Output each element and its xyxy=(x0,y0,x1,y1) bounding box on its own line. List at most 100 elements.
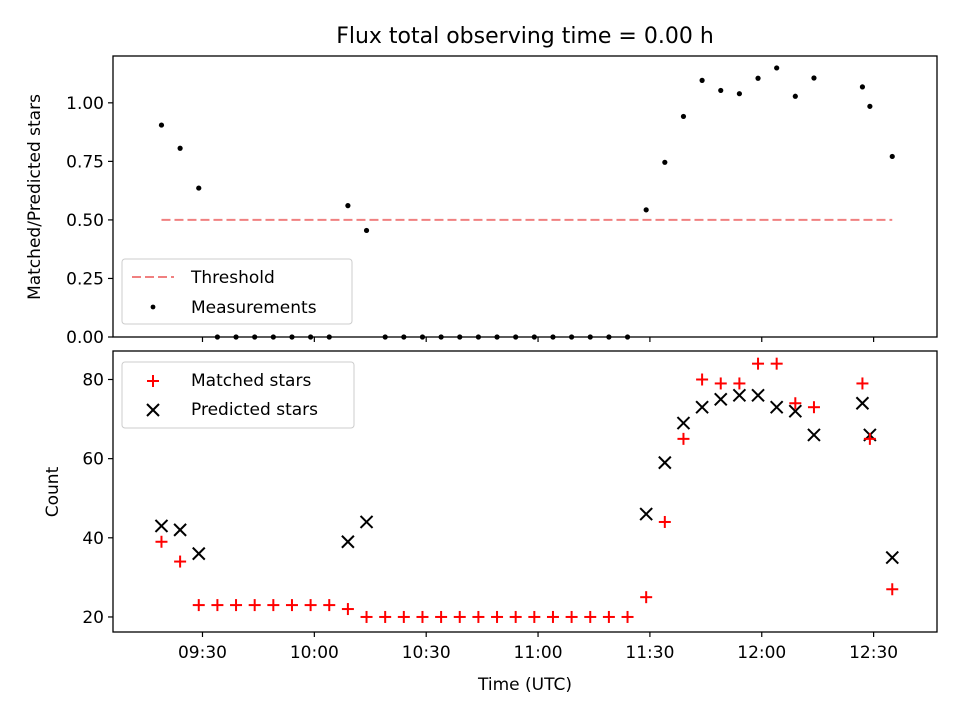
predicted-legend-swatch xyxy=(146,403,160,417)
measurement-point xyxy=(326,334,332,340)
matched-star-point xyxy=(230,599,243,612)
measurement-point xyxy=(643,207,649,213)
matched-star-point xyxy=(770,357,783,370)
matched-star-point xyxy=(621,610,634,623)
predicted-star-point xyxy=(732,388,747,403)
measurement-point xyxy=(531,334,537,340)
measurement-point xyxy=(494,334,500,340)
measurement-point xyxy=(158,122,165,128)
measurement-point xyxy=(718,87,724,94)
measurement-point xyxy=(889,153,895,160)
matched-star-point xyxy=(379,610,392,623)
measurement-point xyxy=(270,334,276,340)
y-tick-label: 80 xyxy=(82,370,104,390)
predicted-star-point xyxy=(769,400,784,414)
matched-star-point xyxy=(677,432,690,445)
predicted-star-point xyxy=(695,400,709,414)
matched-star-point xyxy=(640,591,653,604)
y-tick-label: 0.00 xyxy=(66,328,104,348)
measurement-point xyxy=(196,185,202,191)
measurement-point xyxy=(606,334,612,340)
matched-star-point xyxy=(304,599,317,612)
top-y-axis-label: Matched/Predicted stars xyxy=(25,94,45,300)
y-tick-label: 1.00 xyxy=(66,94,104,114)
matched-star-point xyxy=(472,610,485,623)
matched-star-point xyxy=(491,610,504,623)
y-tick-label: 0.25 xyxy=(66,269,104,289)
measurement-point xyxy=(859,84,866,90)
x-tick-label: 12:30 xyxy=(849,643,898,663)
predicted-star-point xyxy=(885,550,899,565)
matched-star-point xyxy=(886,583,899,596)
matched-star-point xyxy=(360,610,373,623)
measurement-point xyxy=(699,77,705,83)
measurement-point xyxy=(438,334,444,340)
matched-star-point xyxy=(155,535,168,548)
counts-panel: Count 20 40 60 80 09:30 10:00 10:30 11:00 11:30 1… xyxy=(43,350,938,663)
predicted-star-point xyxy=(173,523,187,537)
matched-star-point xyxy=(602,610,615,623)
matched-star-point xyxy=(856,377,869,390)
bottom-plot-frame xyxy=(112,350,938,633)
y-tick-label: 60 xyxy=(82,450,104,470)
top-axes: 0.00 0.25 0.50 0.75 1.00 xyxy=(66,94,875,348)
measurement-point xyxy=(233,334,239,340)
matched-legend-label: Matched stars xyxy=(191,371,311,391)
predicted-star-point xyxy=(855,396,870,410)
measurement-point xyxy=(401,334,407,340)
measurement-point xyxy=(680,113,687,120)
measurement-point xyxy=(363,227,370,234)
matched-star-point xyxy=(509,610,522,623)
figure-title: Flux total observing time = 0.00 h xyxy=(336,24,714,49)
matched-star-point xyxy=(658,515,671,528)
predicted-star-point xyxy=(639,507,653,521)
bottom-legend: Matched stars Predicted stars xyxy=(121,361,355,429)
measurement-point xyxy=(214,334,220,340)
measurement-point xyxy=(624,334,631,340)
measurement-point xyxy=(457,334,463,340)
y-tick-label: 40 xyxy=(82,529,104,549)
matched-star-point xyxy=(453,610,466,623)
top-legend-box xyxy=(121,258,353,325)
measurements-legend-label: Measurements xyxy=(191,298,317,318)
matched-star-point xyxy=(752,357,765,370)
measurement-point xyxy=(792,93,798,99)
measurement-point xyxy=(867,103,873,109)
measurement-point xyxy=(252,334,258,340)
y-tick-label: 0.50 xyxy=(66,211,104,231)
measurement-point xyxy=(475,334,481,340)
matched-star-point xyxy=(807,401,820,414)
x-axis-label: Time (UTC) xyxy=(477,675,572,695)
top-legend: Threshold Measurements xyxy=(121,258,353,325)
measurement-point xyxy=(177,145,183,151)
x-tick-label: 11:00 xyxy=(514,643,563,663)
predicted-legend-label: Predicted stars xyxy=(191,400,318,420)
matched-star-point xyxy=(285,599,298,612)
predicted-star-point xyxy=(154,519,169,533)
x-tick-label: 11:30 xyxy=(625,643,674,663)
matched-star-point xyxy=(528,610,541,623)
predicted-star-point xyxy=(359,515,374,529)
measurement-point xyxy=(569,334,575,340)
matched-star-point xyxy=(435,610,448,623)
matched-star-point xyxy=(248,599,261,612)
matched-star-point xyxy=(211,599,224,612)
flux-ratio-panel: Matched/Predicted stars 0.00 0.25 0.50 0.75… xyxy=(25,55,938,348)
predicted-star-point xyxy=(341,535,355,549)
measurement-point xyxy=(811,75,817,81)
matched-star-point xyxy=(397,610,410,623)
measurement-point xyxy=(419,334,426,340)
matched-star-point xyxy=(789,397,802,410)
matched-star-point xyxy=(696,373,709,386)
predicted-star-point xyxy=(676,416,691,430)
top-plot-frame xyxy=(112,55,938,338)
measurement-point xyxy=(382,334,388,340)
matched-star-point xyxy=(733,377,746,390)
bottom-axes: 20 40 60 80 09:30 10:00 10:30 11:00 11:30 12:00 12… xyxy=(82,370,898,663)
matched-star-point xyxy=(584,610,597,623)
measurements-legend-swatch xyxy=(150,304,156,310)
predicted-star-point xyxy=(807,428,821,442)
measurement-point xyxy=(774,65,780,71)
